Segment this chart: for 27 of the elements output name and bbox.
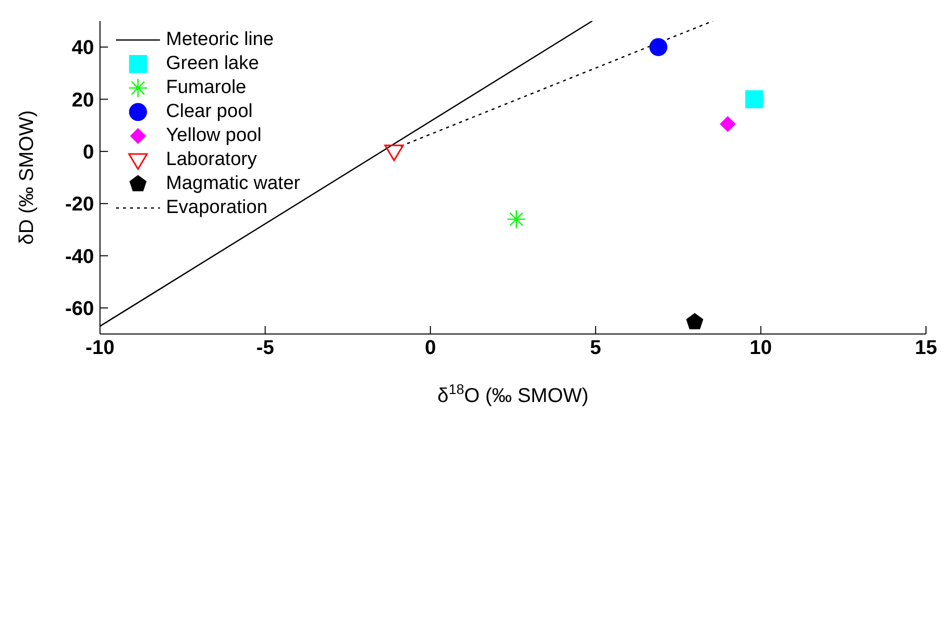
x-tick-label: 5 [590,337,602,360]
legend-label: Green lake [166,52,259,76]
legend-label: Yellow pool [166,124,262,148]
legend-label: Laboratory [166,148,257,172]
legend-label: Clear pool [166,100,253,124]
point [506,210,526,229]
y-tick-label: 0 [82,142,94,164]
y-tick-label: 20 [72,89,94,112]
y-tick-label: -20 [65,194,94,216]
point [720,116,736,132]
x-tick-label: 0 [424,337,436,360]
x-tick-label: -10 [86,337,114,360]
point [686,313,704,330]
x-axis-title: δ$^{18}$O (‰ SMOW) [437,381,589,407]
legend-label: Evaporation [166,196,268,220]
legend-label: Magmatic water [166,172,300,196]
legend-label: Meteoric line [166,28,274,52]
point [649,38,668,56]
legend-label: Fumarole [166,76,246,100]
point [745,90,764,108]
y-tick-label: 40 [72,37,94,60]
y-axis-title: δD (‰ SMOW) [16,110,38,245]
y-tick-label: -60 [65,298,94,320]
x-tick-label: 10 [750,337,772,360]
x-tick-label: -5 [256,337,274,360]
x-tick-label: 15 [914,337,938,360]
y-tick-label: -40 [65,246,94,268]
